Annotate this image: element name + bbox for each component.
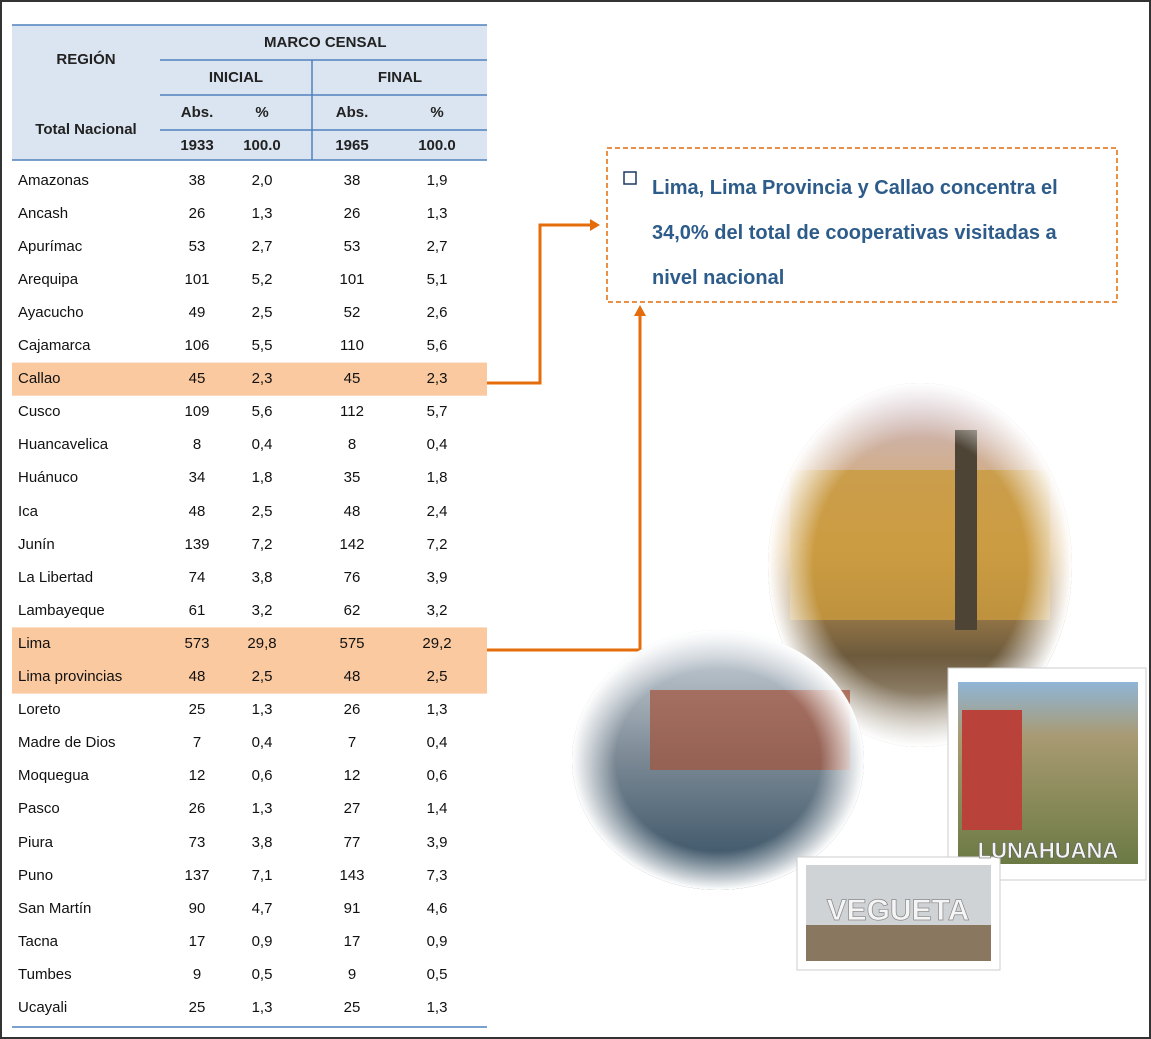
value-cell: 0,6 xyxy=(377,766,497,786)
value-cell: 0,4 xyxy=(377,733,497,753)
region-name: Amazonas xyxy=(18,171,89,191)
region-name: Ica xyxy=(18,502,38,522)
header-cell: MARCO CENSAL xyxy=(264,33,384,53)
region-name: Moquegua xyxy=(18,766,89,786)
value-cell: 2,7 xyxy=(377,237,497,257)
value-cell: 5,6 xyxy=(377,336,497,356)
header-cell: REGIÓN xyxy=(26,50,146,70)
region-name: Junín xyxy=(18,535,55,555)
photo-label: LUNAHUANA xyxy=(978,838,1119,863)
region-name: Cajamarca xyxy=(18,336,91,356)
region-name: Ayacucho xyxy=(18,303,84,323)
region-name: San Martín xyxy=(18,899,91,919)
value-cell: 0,4 xyxy=(377,435,497,455)
header-cell: % xyxy=(377,103,497,123)
value-cell: 2,6 xyxy=(377,303,497,323)
region-name: Huánuco xyxy=(18,468,78,488)
value-cell: 3,9 xyxy=(377,833,497,853)
total-cell: 100.0 xyxy=(377,136,497,156)
value-cell: 1,3 xyxy=(377,998,497,1018)
arrow-head xyxy=(634,305,646,316)
region-name: Puno xyxy=(18,866,53,886)
value-cell: 5,7 xyxy=(377,402,497,422)
region-name: Tumbes xyxy=(18,965,72,985)
callout-text: 34,0% del total de cooperativas visitada… xyxy=(652,221,1057,245)
arrow-head xyxy=(590,219,600,231)
value-cell: 1,3 xyxy=(377,700,497,720)
region-name: Arequipa xyxy=(18,270,78,290)
region-name: Madre de Dios xyxy=(18,733,116,753)
page: LUNAHUANA VEGUETA REGIÓN MARCO CENSAL INIC… xyxy=(0,0,1151,1039)
region-name: Piura xyxy=(18,833,53,853)
value-cell: 0,5 xyxy=(377,965,497,985)
callout-text: nivel nacional xyxy=(652,266,784,290)
region-name: Lima provincias xyxy=(18,667,122,687)
value-cell: 29,2 xyxy=(377,634,497,654)
value-cell: 0,9 xyxy=(377,932,497,952)
region-name: Callao xyxy=(18,369,61,389)
value-cell: 1,4 xyxy=(377,799,497,819)
region-name: Apurímac xyxy=(18,237,82,257)
region-name: Loreto xyxy=(18,700,61,720)
photo-coast xyxy=(572,630,864,890)
region-name: Tacna xyxy=(18,932,58,952)
region-name: Cusco xyxy=(18,402,61,422)
value-cell: 1,8 xyxy=(377,468,497,488)
value-cell: 7,2 xyxy=(377,535,497,555)
value-cell: 5,1 xyxy=(377,270,497,290)
photo-label: VEGUETA xyxy=(827,894,970,927)
value-cell: 2,3 xyxy=(377,369,497,389)
region-name: Lambayeque xyxy=(18,601,105,621)
region-name: Ancash xyxy=(18,204,68,224)
callout-text: Lima, Lima Provincia y Callao concentra … xyxy=(652,176,1058,200)
value-cell: 7,3 xyxy=(377,866,497,886)
value-cell: 3,2 xyxy=(377,601,497,621)
header-cell: INICIAL xyxy=(176,68,296,88)
header-cell: FINAL xyxy=(340,68,460,88)
region-name: La Libertad xyxy=(18,568,93,588)
value-cell: 1,9 xyxy=(377,171,497,191)
region-name: Pasco xyxy=(18,799,60,819)
total-cell: Total Nacional xyxy=(26,120,146,140)
value-cell: 4,6 xyxy=(377,899,497,919)
value-cell: 1,3 xyxy=(377,204,497,224)
value-cell: 2,4 xyxy=(377,502,497,522)
value-cell: 3,9 xyxy=(377,568,497,588)
region-name: Ucayali xyxy=(18,998,67,1018)
region-name: Lima xyxy=(18,634,51,654)
value-cell: 2,5 xyxy=(377,667,497,687)
region-name: Huancavelica xyxy=(18,435,108,455)
